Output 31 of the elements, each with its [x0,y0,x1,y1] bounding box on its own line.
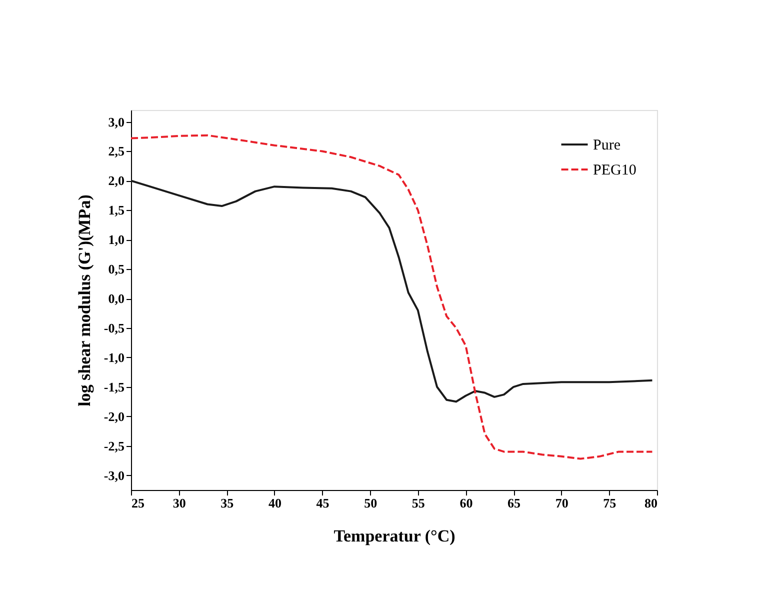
y-tick-label: 0,5 [108,262,125,277]
x-tick-label: 25 [132,496,145,510]
line-series [131,134,654,460]
legend-label: PEG10 [593,162,636,178]
y-tick-label: 3,0 [108,114,124,130]
x-tick-label: 55 [412,496,426,510]
line-series [131,180,654,403]
y-tick-label: -0,5 [104,320,125,336]
x-axis-title: Temperatur (°C) [334,526,456,546]
x-tick-label: 60 [460,496,473,510]
x-tick-label: 70 [555,496,568,510]
x-tick-label: 40 [268,496,282,510]
x-tick-label: 75 [603,496,617,510]
y-tick-label: 0,0 [108,291,124,306]
y-tick-label: -2,5 [104,438,125,454]
y-tick-label: -1,5 [104,379,125,394]
y-tick-label: -3,0 [104,468,124,483]
y-tick-label: -1,0 [104,350,124,365]
x-tick-label: 35 [220,496,234,510]
y-axis-title: log shear modulus (G')(MPa) [74,194,94,406]
legend-label: Pure [593,138,621,154]
x-tick-label: 80 [644,496,658,510]
y-tick-label: -2,0 [104,408,124,424]
x-tick-label: 65 [508,496,522,510]
y-tick-label: 1,0 [108,232,124,248]
x-tick-label: 30 [172,496,186,510]
y-tick-label: 2,0 [108,173,124,188]
y-tick-label: 1,5 [108,202,125,218]
y-tick-label: 2,5 [108,144,125,159]
x-tick-label: 50 [364,496,378,510]
x-tick-label: 45 [316,496,330,510]
